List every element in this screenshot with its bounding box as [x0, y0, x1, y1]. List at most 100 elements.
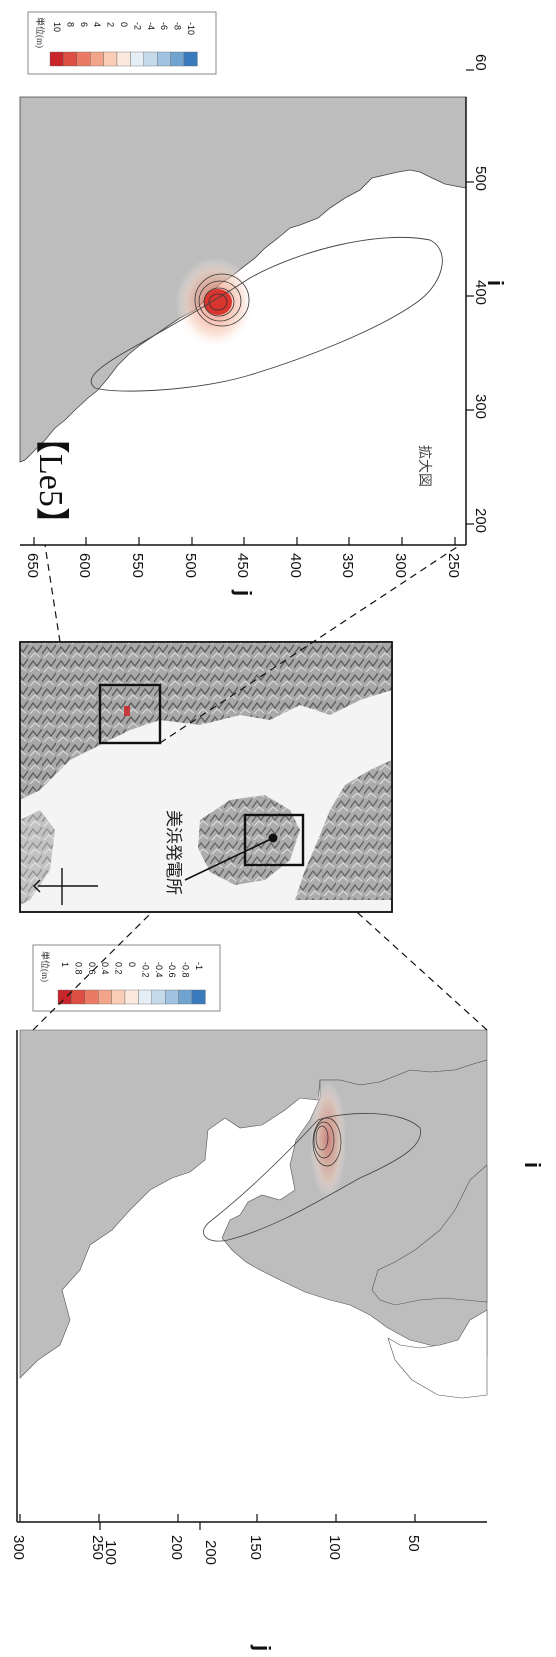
colorbar-swatch: [130, 51, 144, 67]
colorbar-swatch: [170, 51, 185, 67]
colorbar-small-title: 単位(m): [40, 951, 51, 982]
colorbar-swatch: [71, 989, 86, 1005]
inset-zoom-box: [98, 683, 162, 745]
colorbar-label: 6: [79, 22, 89, 27]
colorbar-label: 0.6: [87, 962, 97, 975]
colorbar-swatch: [103, 51, 118, 67]
overview-y-ticks: 300 250 200 150 100 50: [10, 1514, 422, 1560]
overview-x-axis-label: i: [520, 1162, 545, 1168]
y-tick-label: 300: [392, 553, 409, 578]
zoom-x-ticks: 200 300 400 500 60: [466, 54, 489, 533]
leader-lines-upper: [44, 544, 461, 744]
colorbar-label: 0: [119, 22, 129, 27]
x-tick-label: 100: [102, 1540, 119, 1565]
colorbar-label: -0.2: [140, 962, 150, 978]
colorbar-large: 10 8 6 4 2 0 -2 -4 -6 -8 -10 単位(m): [27, 11, 217, 75]
y-tick-label: 50: [405, 1535, 422, 1552]
y-tick-label: 300: [10, 1535, 27, 1560]
x-tick-label: 60: [472, 54, 489, 71]
colorbar-swatch: [178, 989, 193, 1005]
overview-outer-contour: [203, 1113, 422, 1242]
colorbar-swatch: [49, 51, 64, 67]
colorbar-swatch: [63, 51, 78, 67]
y-tick-label: 500: [182, 553, 199, 578]
zoom-y-ticks: 650 600 550 500 450 400 350 300 250: [24, 537, 462, 578]
colorbar-swatch: [76, 51, 91, 67]
y-tick-label: 550: [129, 553, 146, 578]
colorbar-label: -6: [159, 22, 169, 30]
colorbar-label: -2: [132, 22, 142, 30]
colorbar-label: -8: [173, 22, 183, 30]
overview-y-axis-label: j: [250, 1644, 275, 1651]
x-tick-label: 200: [202, 1540, 219, 1565]
y-tick-label: 250: [445, 553, 462, 578]
y-tick-label: 600: [76, 553, 93, 578]
zoom-y-axis-label: j: [231, 589, 256, 596]
colorbar-swatch: [138, 989, 152, 1005]
site-label: 美浜発電所: [163, 810, 183, 895]
zoom-x-axis-label: i: [483, 280, 508, 286]
y-tick-label: 400: [287, 553, 304, 578]
inset-frame-outline: [19, 641, 393, 913]
inset-terrain-west: [20, 810, 55, 905]
colorbar-label: 2: [106, 22, 116, 27]
overview-x-ticks: 100 200: [99, 1522, 219, 1565]
colorbar-small: 1 0.8 0.6 0.4 0.2 0 -0.2 -0.4 -0.6 -0.8 -1 単位(m): [32, 944, 221, 1012]
inset-source-marker: [124, 706, 130, 716]
colorbar-swatch: [97, 989, 112, 1005]
colorbar-label: 0.2: [114, 962, 124, 975]
colorbar-large-labels: 10 8 6 4 2 0 -2 -4 -6 -8 -10: [52, 22, 196, 35]
x-tick-label: 500: [472, 166, 489, 191]
site-leader-line: [184, 837, 274, 881]
colorbar-label: 10: [52, 22, 62, 32]
colorbar-swatch: [111, 989, 126, 1005]
colorbar-label: -10: [186, 22, 196, 35]
colorbar-label: -0.4: [154, 962, 164, 978]
overview-land-east: [371, 1164, 488, 1306]
overview-map: 100 200 300 250 200 150 100 50 i j: [10, 1029, 545, 1651]
colorbar-label: -0.8: [181, 962, 191, 978]
inset-site-box: [243, 813, 305, 867]
x-tick-label: 400: [472, 280, 489, 305]
inset-terrain-east: [295, 760, 392, 900]
colorbar-swatch: [116, 51, 131, 67]
colorbar-label: 0.8: [73, 962, 83, 975]
inset-map: 美浜発電所: [19, 641, 393, 913]
y-tick-label: 350: [339, 553, 356, 578]
colorbar-label: 0: [127, 962, 137, 967]
zoom-contours: [194, 273, 250, 327]
y-tick-label: 100: [326, 1535, 343, 1560]
colorbar-swatch: [57, 989, 72, 1005]
colorbar-small-swatches: [57, 989, 206, 1005]
colorbar-small-labels: 1 0.8 0.6 0.4 0.2 0 -0.2 -0.4 -0.6 -0.8 -1: [60, 962, 204, 978]
y-tick-label: 150: [247, 1535, 264, 1560]
north-arrow-icon: [33, 868, 98, 905]
zoom-outer-contour: [90, 237, 443, 392]
colorbar-swatch: [164, 989, 179, 1005]
colorbar-swatch: [124, 989, 139, 1005]
colorbar-swatch: [183, 51, 198, 67]
colorbar-label: 8: [65, 22, 75, 27]
colorbar-label: 4: [92, 22, 102, 27]
colorbar-swatch: [84, 989, 99, 1005]
y-tick-label: 250: [89, 1535, 106, 1560]
y-tick-label: 200: [168, 1535, 185, 1560]
colorbar-label: -1: [194, 962, 204, 970]
colorbar-label: -0.6: [167, 962, 177, 978]
colorbar-label: -4: [146, 22, 156, 30]
x-tick-label: 200: [472, 508, 489, 533]
zoom-label: 拡大図: [416, 445, 432, 487]
y-tick-label: 650: [24, 553, 41, 578]
colorbar-large-title: 単位(m): [35, 17, 46, 48]
overview-bay-inner: [387, 1309, 488, 1399]
colorbar-swatch: [156, 51, 171, 67]
colorbar-label: 1: [60, 962, 70, 967]
colorbar-swatch: [89, 51, 104, 67]
overview-contours: [312, 1117, 342, 1167]
zoom-tsunami-source-core: [204, 289, 232, 315]
y-tick-label: 450: [234, 553, 251, 578]
colorbar-swatch: [191, 989, 206, 1005]
x-tick-label: 300: [472, 394, 489, 419]
